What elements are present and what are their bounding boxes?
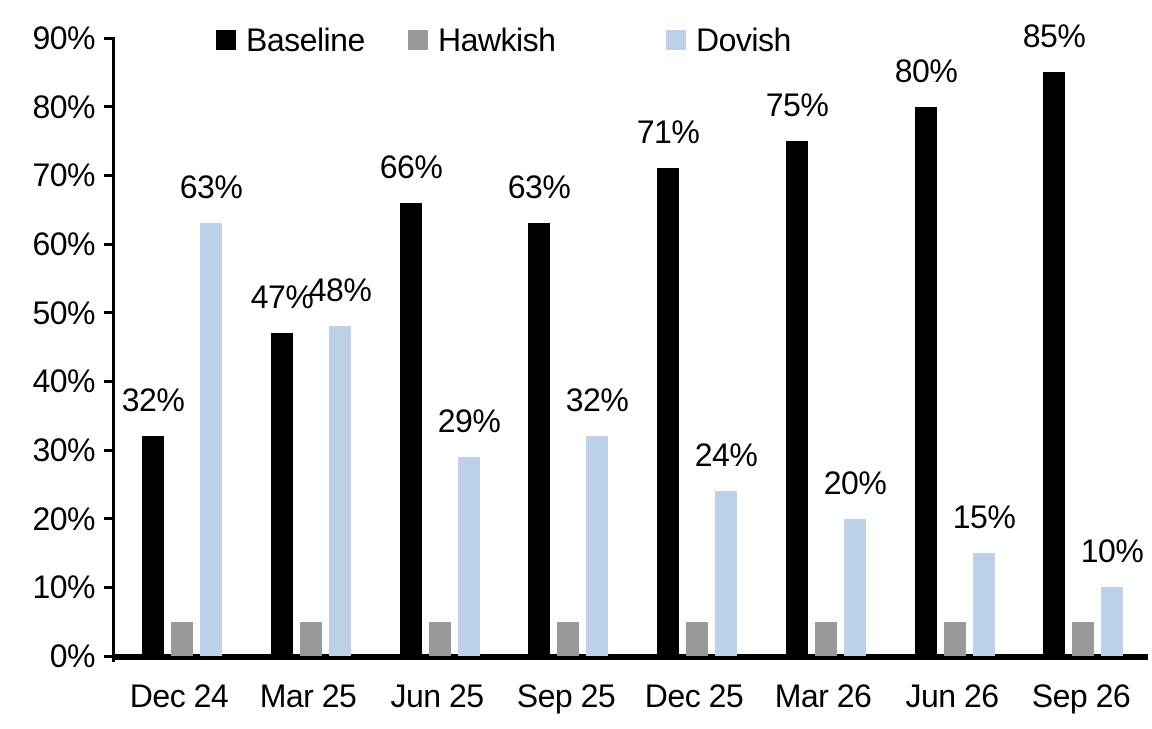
dovish-bar [844, 519, 866, 656]
y-axis-tick-label: 80% [32, 89, 95, 125]
baseline-bar [528, 223, 550, 656]
y-axis-tick [104, 37, 115, 40]
y-axis-tick-label: 60% [32, 226, 95, 262]
baseline-bar [915, 107, 937, 656]
y-axis-tick-label: 20% [32, 501, 95, 537]
bar-value-label: 75% [765, 87, 829, 123]
legend-label: Dovish [696, 22, 791, 58]
hawkish-bar [815, 622, 837, 656]
y-axis-tick [104, 174, 115, 177]
y-axis-tick-label: 10% [32, 569, 95, 605]
hawkish-bar [171, 622, 193, 656]
legend-item-dovish: Dovish [666, 22, 791, 58]
x-axis-line [112, 654, 1148, 660]
bar-value-label: 29% [437, 403, 501, 439]
bar-value-label: 66% [379, 149, 443, 185]
legend-swatch-hawkish-icon [408, 30, 428, 50]
x-axis-category-label: Dec 24 [129, 678, 229, 714]
bar-value-label: 85% [1022, 18, 1086, 54]
x-axis-category-label: Jun 26 [905, 678, 999, 714]
y-axis-tick [104, 586, 115, 589]
baseline-bar [657, 168, 679, 656]
bar-value-label: 63% [179, 169, 243, 205]
hawkish-bar [686, 622, 708, 656]
legend-item-baseline: Baseline [216, 22, 365, 58]
y-axis-tick [104, 380, 115, 383]
y-axis-tick-label: 90% [32, 20, 95, 56]
dovish-bar [1101, 587, 1123, 656]
x-axis-category-label: Dec 25 [644, 678, 744, 714]
y-axis-line [112, 38, 115, 662]
y-axis-tick-label: 0% [49, 638, 96, 674]
y-axis-tick [104, 311, 115, 314]
bar-value-label: 24% [694, 437, 758, 473]
y-axis-tick [104, 449, 115, 452]
x-axis-category-label: Jun 25 [390, 678, 484, 714]
dovish-bar [715, 491, 737, 656]
y-axis-tick [104, 105, 115, 108]
y-axis-tick-label: 30% [32, 432, 95, 468]
baseline-bar [400, 203, 422, 656]
legend-label: Hawkish [438, 22, 556, 58]
baseline-bar [142, 436, 164, 656]
hawkish-bar [1072, 622, 1094, 656]
bar-value-label: 48% [308, 272, 372, 308]
dovish-bar [586, 436, 608, 656]
dovish-bar [458, 457, 480, 656]
bar-value-label: 32% [565, 382, 629, 418]
baseline-bar [271, 333, 293, 656]
bar-value-label: 71% [636, 114, 700, 150]
hawkish-bar [429, 622, 451, 656]
x-axis-category-label: Sep 25 [516, 678, 616, 714]
bar-value-label: 47% [250, 279, 314, 315]
baseline-bar [786, 141, 808, 656]
bar-value-label: 80% [894, 53, 958, 89]
bar-value-label: 63% [507, 169, 571, 205]
bar-value-label: 15% [952, 499, 1016, 535]
dovish-bar [973, 553, 995, 656]
y-axis-tick-label: 50% [32, 295, 95, 331]
bar-value-label: 20% [823, 465, 887, 501]
y-axis-tick-label: 40% [32, 363, 95, 399]
hawkish-bar [557, 622, 579, 656]
dovish-bar [329, 326, 351, 656]
hawkish-bar [944, 622, 966, 656]
baseline-bar [1043, 72, 1065, 656]
x-axis-category-label: Mar 26 [774, 678, 872, 714]
x-axis-category-label: Mar 25 [259, 678, 357, 714]
y-axis-tick [104, 243, 115, 246]
y-axis-tick-label: 70% [32, 157, 95, 193]
legend-label: Baseline [246, 22, 365, 58]
bar-value-label: 10% [1080, 533, 1144, 569]
dovish-bar [200, 223, 222, 656]
legend-swatch-baseline-icon [216, 30, 236, 50]
legend-swatch-dovish-icon [666, 30, 686, 50]
y-axis-tick [104, 655, 115, 658]
x-axis-category-label: Sep 26 [1031, 678, 1131, 714]
hawkish-bar [300, 622, 322, 656]
y-axis-tick [104, 517, 115, 520]
legend-item-hawkish: Hawkish [408, 22, 556, 58]
bar-value-label: 32% [121, 382, 185, 418]
